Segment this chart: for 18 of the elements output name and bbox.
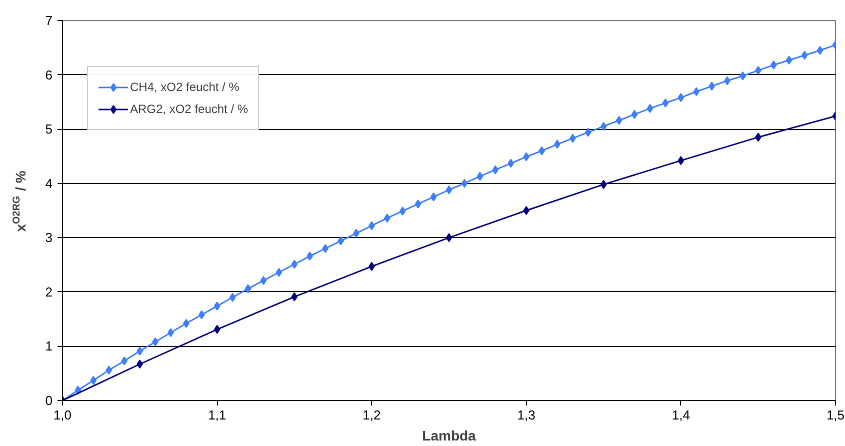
legend-label: ARG2, xO2 feucht / % bbox=[130, 102, 248, 116]
x-tick-label: 1,3 bbox=[517, 408, 536, 422]
x-tick-label: 1,4 bbox=[672, 408, 690, 422]
y-tick-label: 4 bbox=[45, 176, 53, 191]
y-axis-title: xO2RG / % bbox=[12, 170, 28, 232]
y-tick-label: 1 bbox=[45, 338, 53, 354]
x-tick-label: 1,2 bbox=[362, 408, 381, 422]
y-tick-label: 7 bbox=[45, 13, 53, 28]
y-tick-label: 5 bbox=[45, 122, 53, 137]
x-tick-label: 1,0 bbox=[53, 408, 72, 422]
x-axis-title: Lambda bbox=[422, 428, 476, 444]
x-tick-label: 1,5 bbox=[826, 408, 845, 422]
y-tick-label: 2 bbox=[45, 284, 53, 300]
y-tick-label: 3 bbox=[45, 230, 53, 246]
legend-label: CH4, xO2 feucht / % bbox=[130, 80, 240, 94]
y-tick-label: 0 bbox=[45, 393, 53, 408]
y-tick-label: 6 bbox=[45, 67, 53, 82]
x-tick-label: 1,1 bbox=[208, 408, 226, 422]
